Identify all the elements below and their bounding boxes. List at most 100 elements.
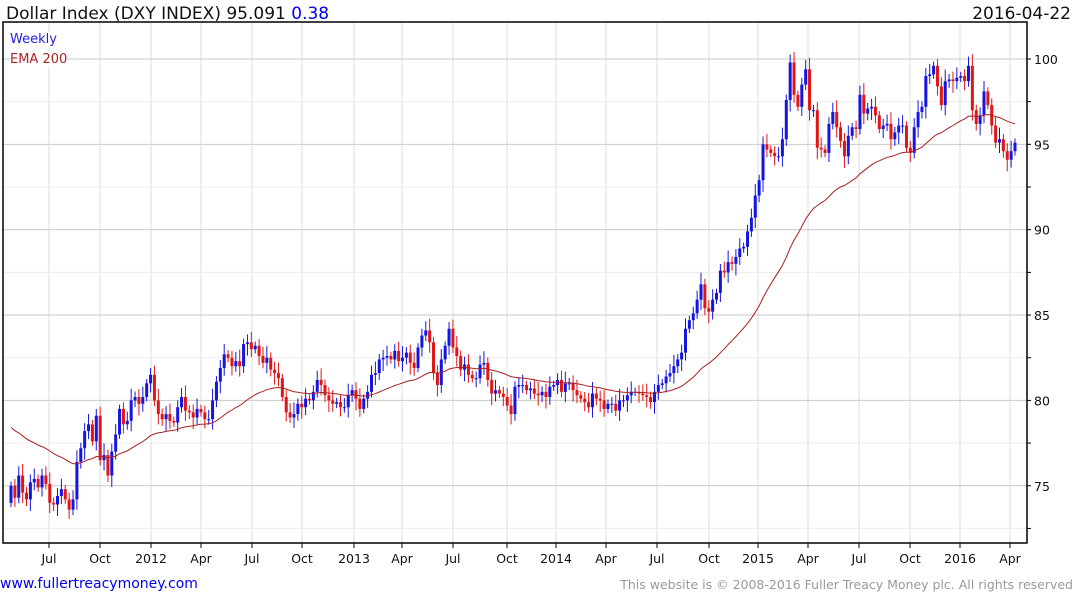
- candle-body: [664, 376, 668, 384]
- candle-body: [466, 364, 470, 375]
- candle-body: [804, 69, 808, 85]
- candle-body: [102, 455, 106, 461]
- candle-body: [939, 86, 943, 106]
- candle-body: [129, 400, 133, 421]
- candle-body: [525, 385, 529, 391]
- candle-body: [156, 400, 160, 415]
- candle-body: [885, 123, 889, 126]
- candle-body: [974, 110, 978, 124]
- price-change: 0.38: [291, 4, 330, 24]
- candle-body: [63, 489, 67, 500]
- candle-body: [982, 91, 986, 116]
- candle-body: [273, 369, 277, 374]
- candle-body: [587, 402, 591, 408]
- candle-body: [722, 270, 726, 273]
- candle-body: [831, 111, 835, 124]
- candle-body: [13, 485, 17, 498]
- candle-body: [304, 398, 308, 408]
- candle-body: [928, 74, 932, 77]
- candle-body: [773, 152, 777, 157]
- candle-body: [970, 65, 974, 111]
- candle-body: [381, 357, 385, 360]
- candle-body: [307, 398, 311, 401]
- candle-body: [893, 132, 897, 140]
- candle-body: [373, 373, 377, 375]
- candle-body: [746, 231, 750, 247]
- candle-body: [839, 127, 843, 141]
- candle-body: [846, 135, 850, 157]
- candle-body: [428, 330, 432, 343]
- candle-body: [501, 393, 505, 397]
- candle-body: [71, 499, 75, 510]
- candle-body: [145, 383, 149, 397]
- x-tick-label: Oct: [496, 551, 518, 566]
- candle-body: [610, 403, 614, 405]
- y-tick-label: 85: [1034, 308, 1050, 323]
- candle-body: [432, 342, 436, 374]
- website-link[interactable]: www.fullertreacymoney.com: [0, 576, 198, 592]
- x-tick-label: Oct: [899, 551, 921, 566]
- candle-body: [164, 414, 168, 420]
- candle-body: [881, 125, 885, 129]
- candle-body: [9, 485, 13, 503]
- candle-body: [447, 328, 451, 346]
- candle-body: [889, 123, 893, 140]
- candle-body: [594, 393, 598, 399]
- candle-body: [311, 391, 315, 401]
- candle-body: [959, 76, 963, 78]
- x-tick-label: Apr: [797, 551, 819, 566]
- candle-body: [749, 217, 753, 232]
- candle-body: [563, 383, 567, 392]
- ema-line: [10, 114, 1016, 465]
- candle-body: [234, 361, 238, 367]
- candle-body: [823, 149, 827, 153]
- candle-body: [292, 414, 296, 418]
- candle-body: [509, 405, 513, 415]
- candle-body: [44, 475, 48, 485]
- candle-body: [544, 391, 548, 397]
- candle-body: [769, 149, 773, 153]
- candle-body: [284, 396, 288, 413]
- candle-body: [183, 396, 187, 411]
- candle-body: [28, 482, 32, 500]
- x-tick-label: Jul: [243, 551, 259, 566]
- candle-body: [901, 125, 905, 127]
- candle-body: [152, 374, 156, 401]
- candle-body: [947, 79, 951, 82]
- candle-body: [986, 91, 990, 106]
- candle-body: [730, 262, 734, 264]
- candle-body: [323, 385, 327, 396]
- x-tick-label: Apr: [999, 551, 1021, 566]
- x-tick-label: Oct: [698, 551, 720, 566]
- candle-body: [36, 478, 40, 488]
- candle-body: [83, 431, 87, 449]
- candle-body: [253, 345, 257, 350]
- candle-body: [963, 76, 967, 82]
- candle-body: [408, 352, 412, 363]
- candle-body: [288, 412, 292, 418]
- candle-body: [590, 393, 594, 408]
- candle-body: [571, 383, 575, 391]
- candle-body: [40, 475, 44, 488]
- candle-body: [459, 356, 463, 370]
- candle-body: [672, 366, 676, 374]
- candle-body: [17, 475, 21, 498]
- candle-body: [707, 308, 711, 312]
- candle-body: [1009, 151, 1013, 160]
- candle-body: [858, 94, 862, 129]
- candle-body: [540, 391, 544, 396]
- y-tick-label: 75: [1034, 479, 1050, 494]
- candle-body: [296, 403, 300, 415]
- candle-body: [350, 390, 354, 396]
- y-tick-label: 90: [1034, 223, 1050, 238]
- candle-body: [342, 407, 346, 409]
- candle-body: [137, 396, 141, 404]
- candle-body: [552, 385, 556, 387]
- y-tick-label: 80: [1034, 393, 1050, 408]
- candle-body: [424, 330, 428, 336]
- candle-body: [133, 396, 137, 401]
- candle-body: [121, 408, 125, 425]
- x-tick-label: Jul: [40, 551, 56, 566]
- candle-body: [726, 262, 730, 273]
- candle-body: [629, 391, 633, 396]
